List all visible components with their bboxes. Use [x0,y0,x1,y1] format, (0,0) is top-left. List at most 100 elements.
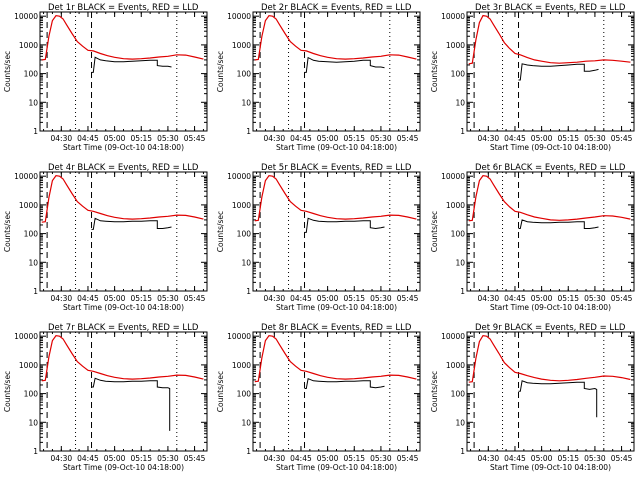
x-tick-label: 05:15 [557,294,579,303]
y-axis-label: Counts/sec [3,211,12,252]
x-tick-label: 04:30 [264,454,286,463]
chart-title: Det 1r BLACK = Events, RED = LLD [48,3,199,13]
chart-title: Det 2r BLACK = Events, RED = LLD [261,3,412,13]
y-tick-label: 10000 [441,332,465,341]
x-tick-label: 05:00 [531,454,553,463]
lld-series-line [254,174,417,222]
x-tick-label: 05:15 [557,454,579,463]
chart-title: Det 7r BLACK = Events, RED = LLD [48,323,199,333]
y-axis-label: Counts/sec [3,371,12,412]
x-tick-label: 04:30 [478,134,500,143]
y-tick-label: 10 [455,258,465,267]
y-tick-label: 1 [33,287,38,296]
y-tick-label: 100 [237,390,252,399]
y-tick-label: 10000 [227,332,251,341]
x-tick-label: 05:00 [317,454,339,463]
y-axis-label: Counts/sec [3,51,12,92]
events-series-line [518,219,599,229]
x-tick-label: 05:45 [184,454,206,463]
x-tick-label: 05:45 [397,134,419,143]
y-tick-label: 100 [24,70,39,79]
lld-series-line [41,174,204,223]
y-axis-label: Counts/sec [216,211,225,252]
x-tick-label: 05:15 [130,454,152,463]
lld-series-line [468,174,631,222]
plot-frame [466,11,635,132]
x-tick-label: 04:45 [290,134,312,143]
chart-title: Det 8r BLACK = Events, RED = LLD [261,323,412,333]
chart-panel: Det 8r BLACK = Events, RED = LLD 1 10 100 10… [216,323,421,472]
y-tick-label: 1 [460,287,465,296]
y-tick-label: 100 [24,230,39,239]
x-tick-label: 04:30 [478,294,500,303]
x-tick-label: 05:45 [611,294,633,303]
chart-panel: Det 7r BLACK = Events, RED = LLD 1 10 100 10… [3,323,208,472]
x-tick-label: 05:15 [557,134,579,143]
x-tick-label: 05:45 [611,454,633,463]
chart-panel: Det 2r BLACK = Events, RED = LLD 1 10 100 10… [216,3,421,152]
y-tick-label: 1000 [19,201,38,210]
lld-series-line [41,14,204,61]
events-series-line [518,380,598,418]
y-tick-label: 10 [241,258,251,267]
lld-series-line [254,14,417,61]
plot-frame [39,11,208,132]
x-tick-label: 04:30 [51,294,73,303]
x-tick-label: 05:00 [104,454,126,463]
y-tick-label: 100 [451,230,466,239]
x-tick-label: 04:45 [290,454,312,463]
x-tick-label: 05:15 [130,134,152,143]
y-tick-label: 1 [246,287,251,296]
x-tick-label: 05:30 [584,294,606,303]
x-axis-label: Start Time (09-Oct-10 04:18:00) [63,303,184,312]
x-tick-label: 05:00 [104,134,126,143]
x-axis-label: Start Time (09-Oct-10 04:18:00) [63,463,184,472]
y-tick-label: 1000 [232,361,251,370]
x-tick-label: 05:30 [584,454,606,463]
x-tick-label: 05:15 [343,454,365,463]
y-axis-label: Counts/sec [430,211,439,252]
x-tick-label: 05:00 [104,294,126,303]
y-tick-label: 10 [455,98,465,107]
events-series-line [304,217,385,233]
events-series-line [91,56,172,73]
lld-series-line [254,334,417,383]
y-tick-label: 100 [451,390,466,399]
lld-series-line [41,334,204,382]
y-tick-label: 1000 [446,41,465,50]
x-tick-label: 05:45 [184,294,206,303]
y-tick-label: 1 [246,127,251,136]
y-tick-label: 1000 [232,41,251,50]
x-tick-label: 04:30 [51,134,73,143]
y-tick-label: 1000 [19,41,38,50]
lld-series-line [468,14,631,65]
chart-title: Det 4r BLACK = Events, RED = LLD [48,163,199,173]
chart-panel: Det 3r BLACK = Events, RED = LLD 1 10 100 10… [430,3,635,152]
y-tick-label: 10 [241,98,251,107]
x-axis-label: Start Time (09-Oct-10 04:18:00) [63,143,184,152]
y-tick-label: 10000 [227,172,251,181]
y-tick-label: 100 [237,230,252,239]
chart-title: Det 9r BLACK = Events, RED = LLD [475,323,626,333]
x-tick-label: 04:45 [77,294,99,303]
x-tick-label: 05:00 [531,294,553,303]
x-tick-label: 04:30 [264,294,286,303]
x-tick-label: 05:30 [370,134,392,143]
x-tick-label: 05:45 [397,294,419,303]
x-tick-label: 05:45 [397,454,419,463]
plot-frame [39,171,208,292]
y-axis-label: Counts/sec [430,51,439,92]
y-axis-label: Counts/sec [216,371,225,412]
chart-title: Det 3r BLACK = Events, RED = LLD [475,3,626,13]
x-tick-label: 04:45 [77,454,99,463]
x-tick-label: 04:45 [290,294,312,303]
y-tick-label: 1 [460,127,465,136]
x-tick-label: 04:45 [504,454,526,463]
y-tick-label: 1 [460,447,465,456]
x-tick-label: 04:45 [504,294,526,303]
y-tick-label: 10 [28,418,38,427]
chart-title: Det 5r BLACK = Events, RED = LLD [261,163,412,173]
y-tick-label: 10000 [441,172,465,181]
x-tick-label: 05:00 [531,134,553,143]
